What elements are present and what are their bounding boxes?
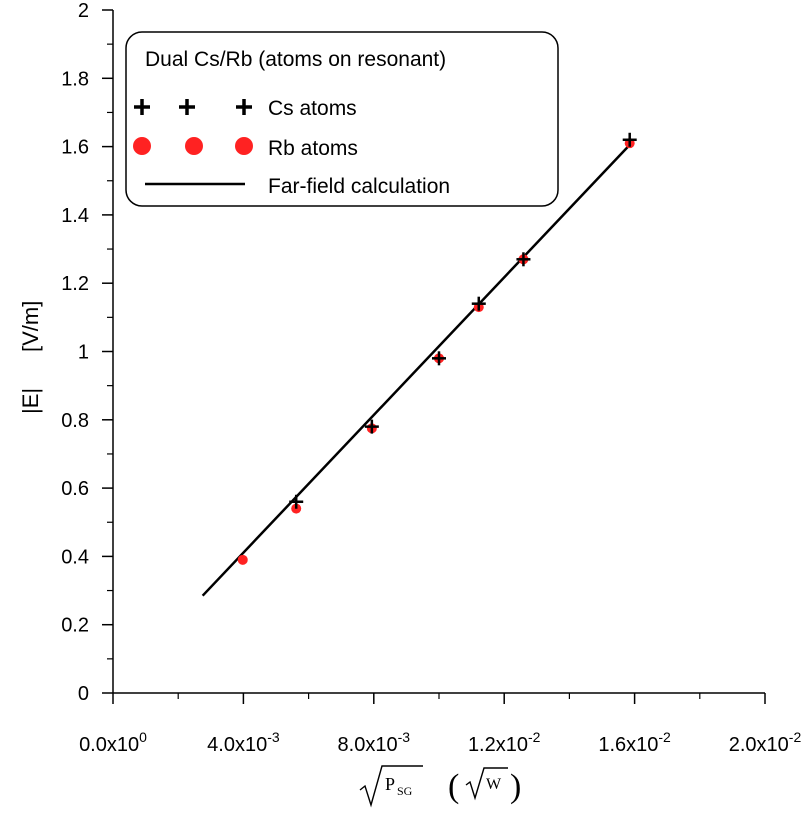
y-tick-label: 1.2 [61,273,89,295]
legend-title: Dual Cs/Rb (atoms on resonant) [145,48,446,71]
cs-point [364,419,379,434]
cs-point [289,494,304,509]
y-tick-label: 0.8 [61,410,89,432]
far-field-line [201,144,631,597]
y-tick-label: 2 [78,0,89,22]
legend: Dual Cs/Rb (atoms on resonant) Cs atoms … [125,31,559,207]
x-tick-label: 1.2x10-2 [468,729,541,756]
x-axis-unit-open-paren: ( [448,768,459,805]
x-axis-label: P SG ( W ) [359,765,521,808]
x-tick-label: 4.0x10-3 [207,729,280,756]
y-tick-label: 1.6 [61,137,89,159]
y-axis-label-quantity: |E| [18,388,43,414]
x-tick-label: 1.6x10-2 [598,729,671,756]
y-tick-label: 0.4 [61,546,89,568]
sqrt-symbol-right [465,767,508,801]
y-tick-label: 0 [78,683,89,705]
cs-point [471,296,486,311]
cs-point [622,132,637,147]
legend-symbol-rb [133,137,253,155]
x-tick-label: 8.0x10-3 [338,729,411,756]
legend-label-farfield: Far-field calculation [268,175,450,198]
y-tick-label: 1.4 [61,205,89,227]
series-layer [201,132,637,597]
y-tick-label: 1 [78,342,89,364]
sqrt-symbol-left [359,765,423,808]
x-axis-label-var: P [385,774,395,794]
x-axis-unit-close-paren: ) [510,768,521,805]
cs-point [516,252,531,267]
x-tick-label: 2.0x10-2 [729,729,802,756]
legend-box [125,31,559,207]
cs-point [432,351,446,366]
axes: 0 0.2 0.4 0.6 0.8 1 1.2 1.4 1.6 1.8 2 0.0x100 4.0x10… [61,0,801,756]
legend-label-cs: Cs atoms [268,97,357,120]
legend-symbol-cs [134,99,252,115]
y-tick-label: 0.2 [61,615,89,637]
y-tick-label: 1.8 [61,68,89,90]
rb-point [237,554,248,565]
y-tick-label: 0.6 [61,478,89,500]
y-axis-label: |E| [V/m] [18,301,43,414]
legend-label-rb: Rb atoms [268,137,358,160]
x-tick-label: 0.0x100 [79,729,147,756]
x-axis-label-sub: SG [397,784,413,798]
y-axis-label-unit: [V/m] [18,301,43,352]
x-axis-unit: W [486,776,502,793]
